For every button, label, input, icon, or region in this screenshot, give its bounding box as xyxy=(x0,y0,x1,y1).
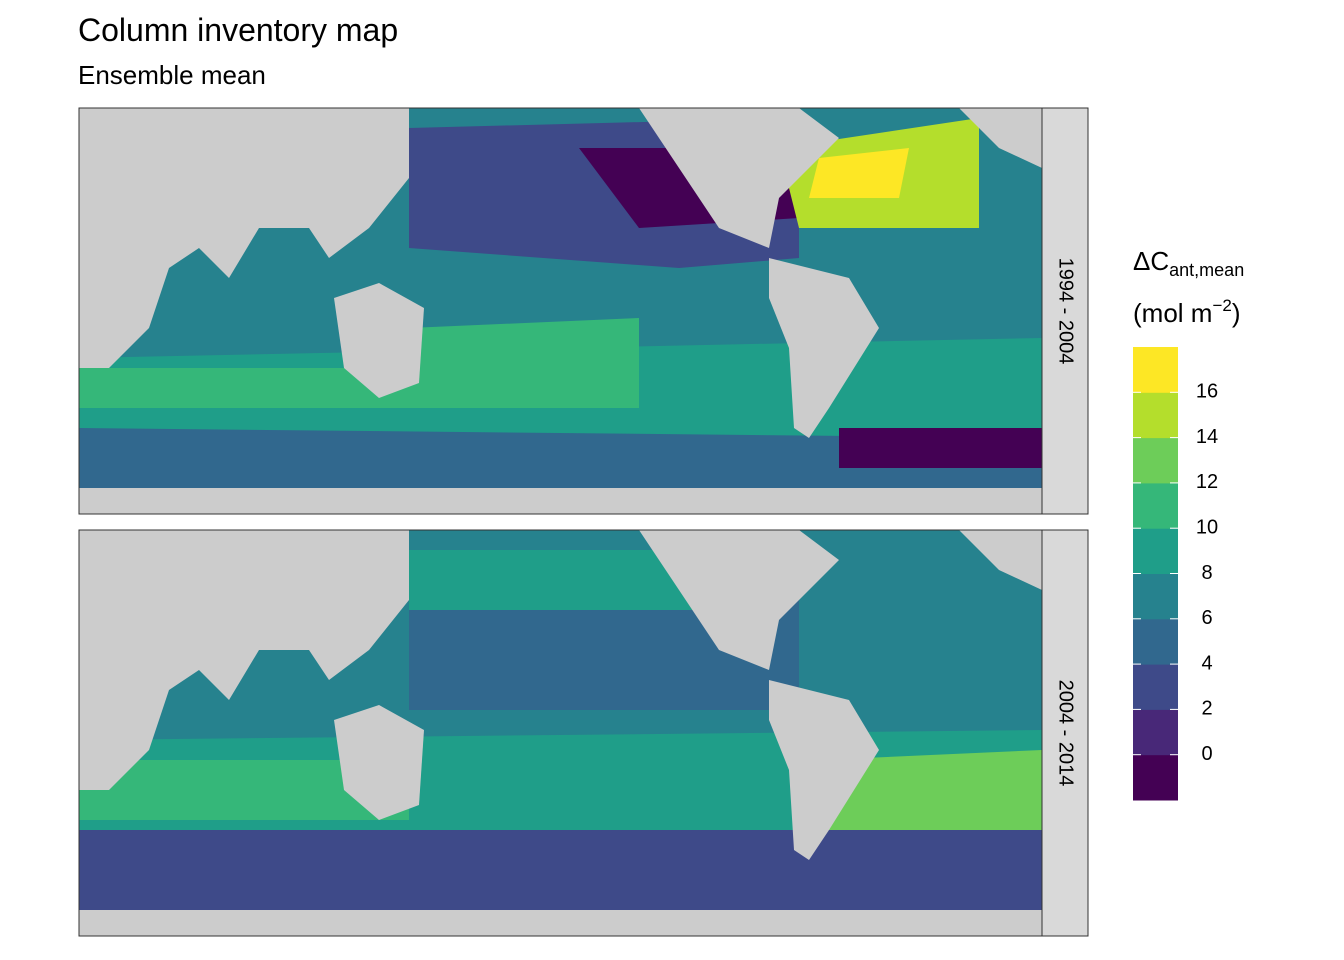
legend-swatch xyxy=(1133,664,1178,710)
legend-swatch xyxy=(1133,392,1178,439)
facet-label: 1994 - 2004 xyxy=(1055,258,1077,365)
legend-label: 4 xyxy=(1201,652,1212,674)
legend: 0 2 4 6 8 10 12 14 16 xyxy=(1133,347,1218,801)
legend-label: 14 xyxy=(1196,426,1218,448)
legend-title-subscript: ant,mean xyxy=(1169,260,1244,280)
legend-label: 6 xyxy=(1201,607,1212,629)
chart-subtitle: Ensemble mean xyxy=(78,60,266,90)
legend-label: 0 xyxy=(1201,743,1212,765)
legend-label: 10 xyxy=(1196,516,1218,538)
legend-label: 8 xyxy=(1201,562,1212,584)
legend-unit-superscript: −2 xyxy=(1212,296,1231,315)
legend-label: 12 xyxy=(1196,471,1218,493)
legend-unit-close: ) xyxy=(1232,298,1241,328)
legend-title-main: ΔC xyxy=(1133,246,1169,276)
legend-swatch xyxy=(1133,709,1178,756)
map-panel: 2004 - 2014 xyxy=(78,529,1089,937)
chart-title: Column inventory map xyxy=(78,12,398,48)
legend-swatch xyxy=(1133,528,1178,574)
legend-unit: (mol m−2) xyxy=(1133,296,1241,328)
legend-swatch xyxy=(1133,618,1178,665)
legend-title: ΔCant,mean xyxy=(1133,246,1244,280)
map-panel: 1994 - 2004 xyxy=(78,107,1089,515)
legend-label: 16 xyxy=(1196,381,1218,403)
legend-swatch xyxy=(1133,437,1178,484)
legend-swatch xyxy=(1133,573,1178,620)
legend-label: 2 xyxy=(1201,698,1212,720)
legend-swatch xyxy=(1133,347,1178,393)
legend-unit-text: (mol m xyxy=(1133,298,1212,328)
legend-swatch xyxy=(1133,482,1178,529)
legend-swatch xyxy=(1133,754,1178,801)
facet-label: 2004 - 2014 xyxy=(1055,680,1077,787)
